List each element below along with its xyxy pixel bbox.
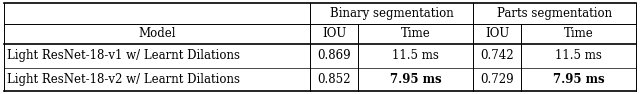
Text: 11.5 ms: 11.5 ms [392,49,439,62]
Text: Model: Model [138,27,176,40]
Text: Light ResNet-18-v2 w/ Learnt Dilations: Light ResNet-18-v2 w/ Learnt Dilations [7,73,240,86]
Text: IOU: IOU [485,27,509,40]
Text: 11.5 ms: 11.5 ms [555,49,602,62]
Text: 0.852: 0.852 [317,73,351,86]
Text: IOU: IOU [322,27,346,40]
Text: 0.742: 0.742 [481,49,514,62]
Text: 7.95 ms: 7.95 ms [553,73,604,86]
Text: 7.95 ms: 7.95 ms [390,73,442,86]
Text: 0.869: 0.869 [317,49,351,62]
Text: Binary segmentation: Binary segmentation [330,7,454,20]
Text: Time: Time [401,27,431,40]
Text: Time: Time [564,27,593,40]
Text: 0.729: 0.729 [481,73,514,86]
Text: Light ResNet-18-v1 w/ Learnt Dilations: Light ResNet-18-v1 w/ Learnt Dilations [7,49,240,62]
Text: Parts segmentation: Parts segmentation [497,7,612,20]
